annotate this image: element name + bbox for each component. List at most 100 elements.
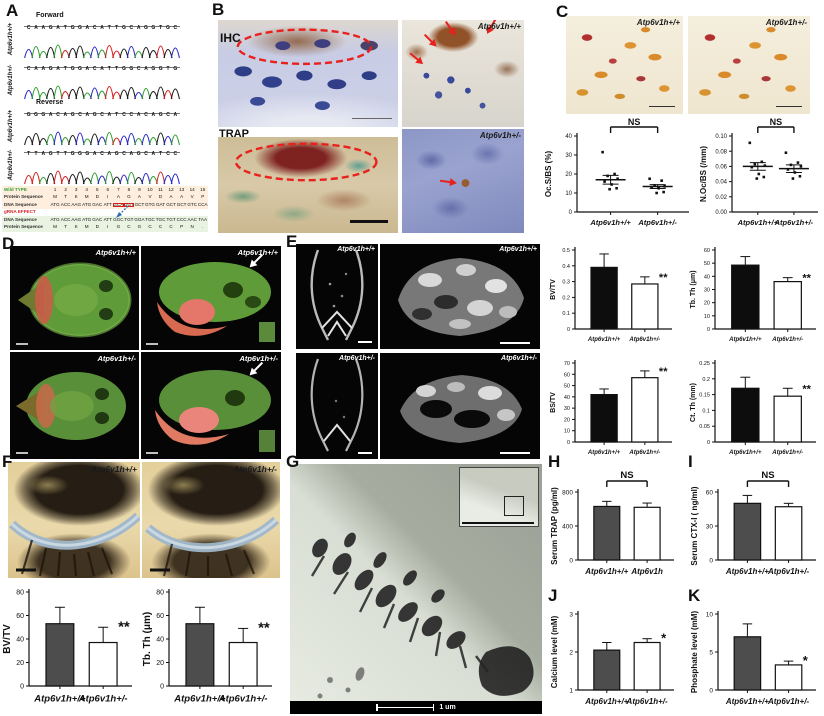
sequence-cell: A — [137, 194, 141, 200]
svg-text:A: A — [93, 151, 97, 157]
svg-text:0.2: 0.2 — [562, 295, 570, 301]
chart-calcium: 1 2 3 * Calcium level (mM) Atp6v1h+/+ Atp6v1h+… — [548, 598, 682, 716]
trabecular-graphic — [398, 258, 530, 344]
sequence-cell: 13 — [179, 186, 185, 192]
skull-dorsal-graphic — [16, 262, 132, 345]
sequence-cell: G — [137, 224, 142, 230]
svg-text:40: 40 — [156, 637, 164, 644]
sequence-table: Wild TYPE 1 2 3 4 5 6 7 8 9 10 11 12 13 14 15 Protein Se… — [2, 186, 208, 232]
microct-section-wt-image: Atp6v1h+/+ — [296, 244, 378, 349]
genotype-label: Atp6v1h+/- — [479, 131, 521, 140]
svg-text:10: 10 — [706, 611, 714, 618]
svg-text:80: 80 — [156, 590, 164, 597]
sequence-cell: C — [158, 224, 163, 230]
reverse-heading: Reverse — [36, 99, 64, 106]
sequence-cell: 2 — [64, 186, 67, 192]
tem-inset-box — [504, 496, 524, 516]
svg-text:G: G — [34, 112, 38, 118]
scalebar — [776, 105, 802, 107]
genotype-label: Atp6v1h+/+ — [337, 246, 375, 253]
chart-phosphate: 0 5 10 * Phosphate level (mM) Atp6v1h+/+ Atp6v… — [688, 598, 824, 716]
skull-lateral-graphic — [146, 262, 275, 345]
svg-text:T: T — [159, 151, 162, 157]
svg-text:A: A — [130, 151, 134, 157]
sequence-cell: GGA — [134, 216, 145, 222]
sequence-cell: K — [74, 224, 78, 230]
sequence-cell: M — [53, 194, 57, 200]
chart-n-oc-bs: 0.00 0.02 0.04 0.06 0.08 0.10 NS N.Oc/BS (/mm) A… — [698, 117, 824, 236]
sequence-cell: M — [53, 224, 57, 230]
svg-text:60: 60 — [16, 613, 24, 620]
sequence-cell: GAC — [92, 216, 103, 222]
chart-ct-th: 0 0.05 0.1 0.15 0.2 0.25 ** Ct. Th (mm) Atp6v1h+… — [688, 351, 824, 463]
svg-text:20: 20 — [16, 660, 24, 667]
panel-e-label: E — [286, 232, 298, 251]
svg-text:3: 3 — [569, 611, 573, 618]
svg-text:A: A — [100, 66, 104, 72]
panel-d-label: D — [2, 234, 15, 253]
sequence-cell: 8 — [127, 186, 131, 192]
sequence-cell: TGT — [166, 216, 176, 222]
svg-text:A: A — [86, 112, 90, 118]
svg-text:G: G — [159, 66, 163, 72]
sequence-cell: ATG — [50, 216, 60, 222]
sequence-cell: ATT — [103, 216, 112, 222]
svg-text:C: C — [56, 112, 60, 118]
trap-image — [218, 137, 398, 233]
sequence-cell: GCT — [134, 201, 145, 207]
trabecular-3d-wt-image: Atp6v1h+/+ — [380, 244, 540, 349]
growth-plate-graphic — [8, 512, 140, 577]
svg-text:A: A — [137, 112, 141, 118]
chart-bv-tv: 0 0.1 0.2 0.3 0.4 0.5 ** BV/TV Atp6v1h+/+ Atp6v1h… — [548, 238, 680, 350]
trap-stain-het-image: Atp6v1h+/- — [688, 16, 810, 114]
svg-text:A: A — [108, 112, 112, 118]
svg-text:T: T — [115, 66, 118, 72]
svg-text:Ct. Th (mm): Ct. Th (mm) — [690, 383, 697, 422]
svg-text:G: G — [122, 66, 126, 72]
svg-text:Calcium level (mM): Calcium level (mM) — [550, 615, 559, 688]
svg-text:5: 5 — [709, 649, 713, 656]
svg-text:T: T — [64, 25, 67, 31]
svg-text:A: A — [42, 25, 46, 31]
svg-text:T: T — [159, 25, 162, 31]
svg-text:*: * — [661, 631, 667, 646]
svg-text:G: G — [71, 25, 75, 31]
svg-text:T: T — [115, 25, 118, 31]
sequence-cell: GCT — [176, 201, 187, 207]
skull-dorsal-graphic — [16, 372, 126, 454]
svg-text:C: C — [174, 25, 178, 31]
svg-text:**: ** — [659, 272, 668, 284]
tem-scalebar: 1 um — [290, 701, 542, 714]
svg-text:C: C — [122, 151, 126, 157]
ruffled-border-graphic — [310, 532, 534, 699]
genotype-label: Atp6v1h+/+ — [499, 246, 537, 253]
row-label: Wild TYPE — [4, 186, 27, 192]
svg-text:0: 0 — [707, 440, 710, 446]
svg-text:0.08: 0.08 — [715, 149, 727, 155]
genotype-label: Atp6v1h+/+ — [91, 464, 137, 474]
svg-text:C: C — [27, 66, 31, 72]
svg-text:G: G — [49, 66, 53, 72]
svg-text:Atp6v1h+/+: Atp6v1h+/+ — [587, 450, 621, 456]
sequence-table-row: DNA Sequence ATG ACC AAG ATG GAC ATT GCA GGT GCT G… — [2, 201, 208, 209]
sequence-table-row: Wild TYPE 1 2 3 4 5 6 7 8 9 10 11 12 13 14 15 — [2, 186, 208, 194]
sequence-cell: T — [64, 194, 68, 200]
trap-stain-wt-image: Atp6v1h+/+ — [566, 16, 683, 114]
chart-bs-tv: 0 10 20 30 40 50 60 70 ** BS/TV Atp6v1h+/+ Atp6v1h+… — [548, 351, 680, 463]
svg-text:C: C — [174, 151, 178, 157]
sequence-cell: TAA — [198, 216, 208, 222]
svg-text:A: A — [137, 25, 141, 31]
sequence-cell: TGT — [124, 216, 134, 222]
forward-heading: Forward — [36, 12, 64, 19]
svg-text:G: G — [144, 25, 148, 31]
sequence-cell: 12 — [168, 186, 174, 192]
sequence-cell: ATG — [50, 201, 60, 207]
svg-text:40: 40 — [16, 637, 24, 644]
svg-text:C: C — [130, 112, 134, 118]
svg-text:800: 800 — [562, 489, 573, 496]
sequence-cell: D — [158, 194, 163, 200]
svg-text:A: A — [152, 112, 156, 118]
svg-text:C: C — [93, 66, 97, 72]
svg-text:T: T — [115, 112, 118, 118]
svg-text:Atp6v1h+/+: Atp6v1h+/+ — [737, 218, 779, 227]
